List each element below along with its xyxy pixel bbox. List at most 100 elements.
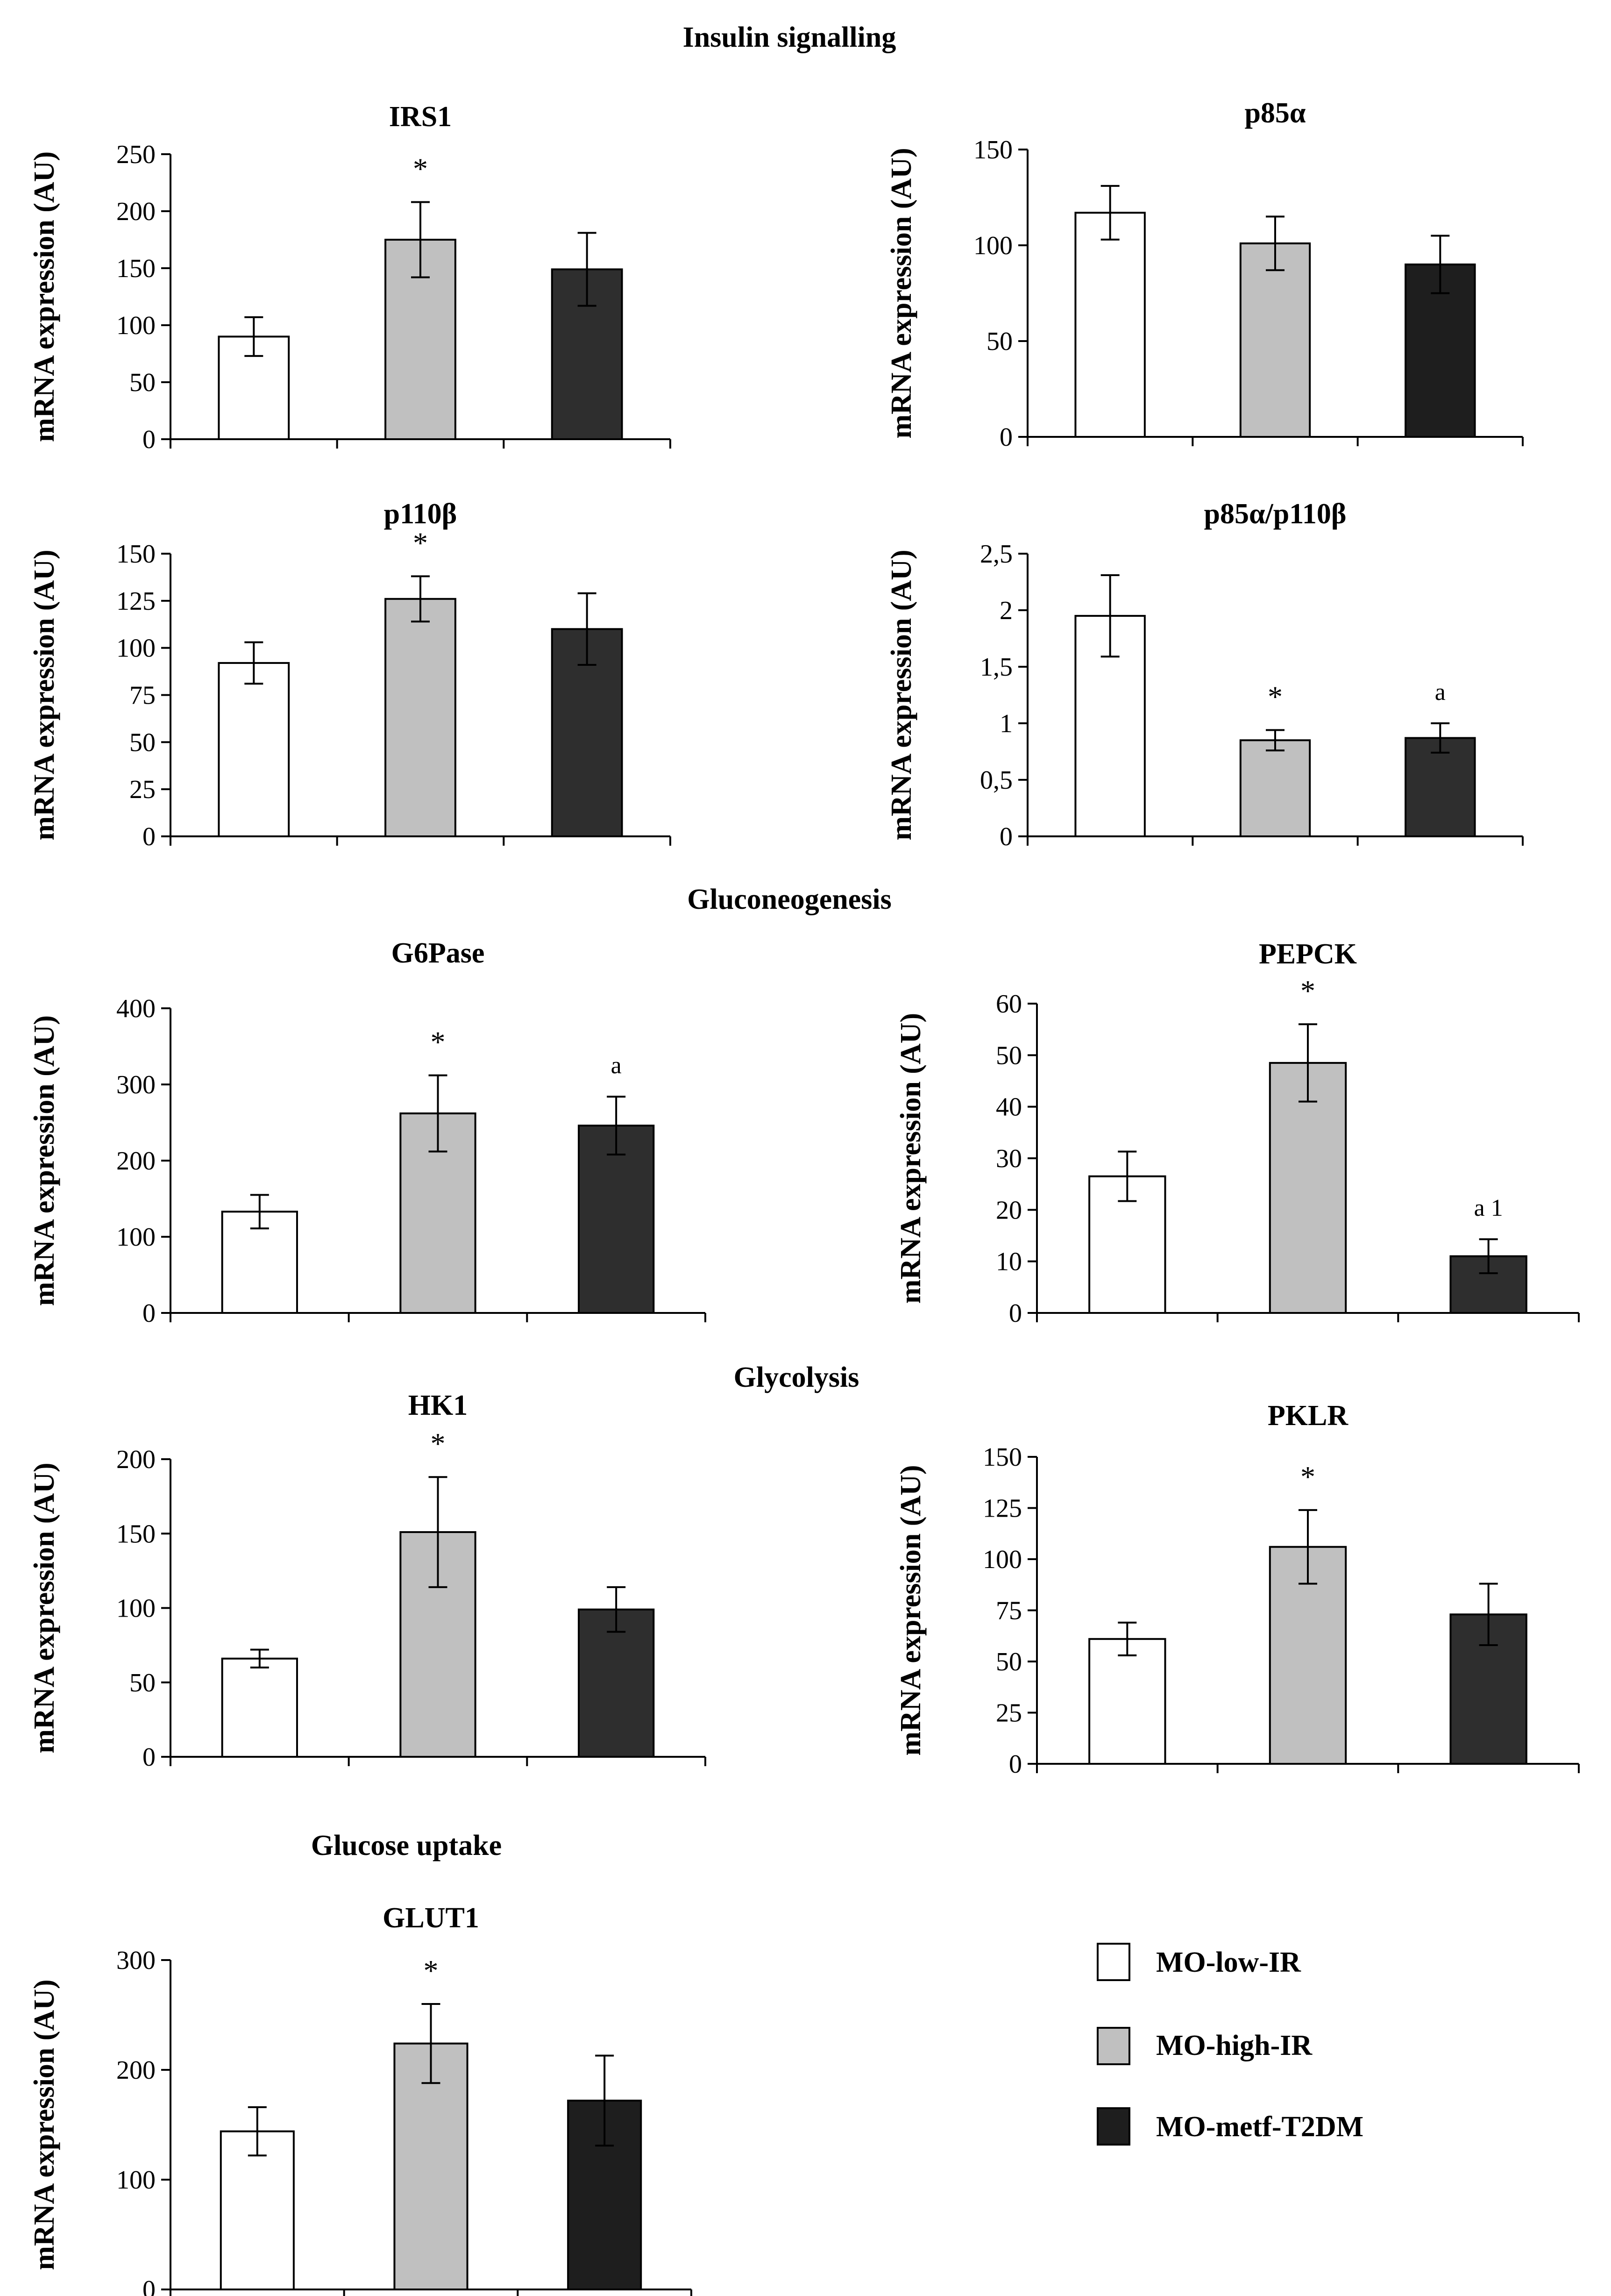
error-bar [244,641,263,685]
y-axis-label: mRNA expression (AU) [28,549,60,840]
error-bar [428,1476,447,1588]
chart-pklr: PKLR mRNA expression (AU) 0 25 50 75 100 125 150… [895,1400,1580,1779]
y-tick-label: 25 [129,775,156,804]
y-tick-label: 0 [142,1743,156,1772]
error-bar [1266,729,1285,752]
error-bar [421,2003,440,2084]
y-tick-label: 100 [983,1545,1022,1574]
legend: MO-low-IR MO-high-IR MO-metf-T2DM [1097,1943,1363,2146]
error-bar [1100,574,1120,658]
y-tick-label: 300 [116,1946,156,1975]
error-bar [244,316,263,357]
chart-title: p85α/p110β [1204,498,1346,530]
error-bar [1479,1238,1498,1275]
section-title-glucose-uptake: Glucose uptake [311,1830,502,1861]
error-bar [248,2106,267,2157]
legend-label: MO-low-IR [1156,1947,1301,1978]
chart-title: G6Pase [391,937,485,969]
y-tick-label: 200 [116,2056,156,2085]
y-tick-label: 150 [116,540,156,569]
significance-label: * [1300,974,1315,1007]
y-tick-label: 100 [116,1223,156,1252]
y-tick-label: 150 [983,1443,1022,1472]
bar-hk1-3 [578,1608,655,1758]
error-bar [1299,1509,1317,1585]
y-tick-label: 10 [996,1248,1022,1276]
error-bar [1299,1023,1317,1103]
chart-title: HK1 [408,1390,468,1421]
chart-pepck: PEPCK mRNA expression (AU) 0 10 20 30 40 50 60 * a… [895,938,1580,1328]
error-bar [411,201,430,278]
significance-label: a 1 [1474,1195,1503,1221]
y-tick-label: 2,5 [980,540,1013,569]
y-tick-label: 2 [1000,596,1013,625]
y-tick-label: 0 [1000,822,1013,851]
chart-title: p85α [1244,97,1306,129]
chart-irs1: IRS1 mRNA expression (AU) 0 50 100 150 200 250 * [28,101,671,454]
legend-swatch [1097,1943,1130,1981]
error-bar [1431,722,1450,754]
chart-p85a: p85α mRNA expression (AU) 0 50 100 150 [886,97,1524,452]
error-bar [250,1648,269,1669]
chart-title: PEPCK [1259,938,1357,970]
y-tick-label: 20 [996,1196,1022,1225]
y-axis-label: mRNA expression (AU) [895,1465,927,1755]
error-bar [1100,185,1120,241]
y-tick-label: 60 [996,990,1022,1019]
y-tick-label: 50 [129,728,156,757]
bar-ratio-2 [1239,739,1311,838]
error-bar [411,575,430,623]
error-bar [595,2054,614,2147]
y-tick-label: 150 [116,254,156,283]
y-tick-label: 300 [116,1070,156,1099]
y-tick-label: 25 [996,1699,1022,1728]
chart-title: GLUT1 [383,1902,479,1934]
y-axis-label: mRNA expression (AU) [886,148,917,438]
chart-g6pase: G6Pase mRNA expression (AU) 0 100 200 300 400 *… [28,937,706,1328]
y-tick-label: 30 [996,1144,1022,1173]
significance-label: * [424,1954,439,1987]
significance-label: a [1435,679,1446,706]
bar-p85a-1 [1074,212,1146,438]
legend-swatch [1097,2027,1130,2065]
significance-label: * [431,1427,446,1460]
bar-p110b-2 [384,598,456,838]
section-title-gluconeogenesis: Gluconeogenesis [687,884,891,915]
y-axis-label: mRNA expression (AU) [886,549,917,840]
bar-pepck-2 [1269,1062,1347,1314]
y-axis-label: mRNA expression (AU) [895,1013,927,1304]
y-axis-label: mRNA expression (AU) [28,1015,60,1306]
y-tick-label: 50 [996,1647,1022,1676]
y-tick-label: 50 [129,1669,156,1697]
bar-glut1-2 [393,2042,468,2291]
y-tick-label: 100 [116,311,156,340]
y-tick-label: 75 [996,1597,1022,1626]
error-bar [1431,235,1450,294]
y-tick-label: 200 [116,1445,156,1474]
chart-hk1: HK1 mRNA expression (AU) 0 50 100 150 200 * [28,1390,706,1772]
y-axis-label: mRNA expression (AU) [28,1462,60,1753]
y-tick-label: 150 [973,135,1013,164]
y-tick-label: 0 [142,2275,156,2296]
significance-label: a [611,1052,622,1079]
error-bar [1479,1583,1498,1646]
chart-title: PKLR [1268,1400,1348,1432]
bar-ratio-3 [1405,737,1476,837]
bar-g6pase-3 [578,1125,655,1314]
y-tick-label: 0,5 [980,766,1013,795]
y-axis-label: mRNA expression (AU) [28,151,60,442]
chart-title: IRS1 [389,101,452,133]
significance-label: * [431,1025,446,1058]
legend-item: MO-low-IR [1097,1943,1301,1981]
error-bar [250,1194,269,1230]
error-bar [577,232,596,307]
y-tick-label: 125 [983,1494,1022,1523]
y-tick-label: 0 [1009,1299,1022,1328]
significance-label: * [413,526,428,559]
significance-label: * [1268,680,1283,713]
section-title-glycolysis: Glycolysis [734,1362,859,1393]
y-tick-label: 150 [116,1519,156,1548]
y-tick-label: 100 [116,634,156,663]
